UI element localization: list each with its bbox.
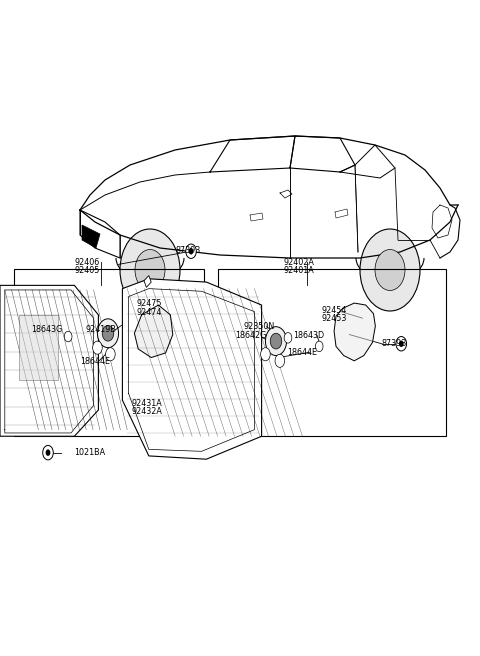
- Polygon shape: [19, 315, 58, 380]
- Circle shape: [275, 354, 285, 367]
- Circle shape: [186, 244, 196, 258]
- Text: 92454: 92454: [322, 306, 347, 315]
- Circle shape: [97, 319, 119, 348]
- Text: 92432A: 92432A: [132, 407, 163, 417]
- Text: 18644E: 18644E: [81, 357, 110, 366]
- Text: 1021BA: 1021BA: [74, 448, 106, 457]
- Text: 92419B: 92419B: [85, 325, 116, 335]
- Circle shape: [375, 249, 405, 291]
- Text: 92406: 92406: [74, 258, 100, 267]
- Circle shape: [135, 249, 165, 291]
- Circle shape: [120, 229, 180, 311]
- Circle shape: [284, 333, 292, 343]
- Circle shape: [270, 333, 282, 349]
- Text: 92431A: 92431A: [132, 399, 163, 408]
- Polygon shape: [334, 303, 375, 361]
- Text: 92405: 92405: [74, 266, 100, 276]
- Polygon shape: [82, 225, 100, 248]
- Text: 92453: 92453: [322, 314, 347, 323]
- Bar: [218, 269, 446, 436]
- Polygon shape: [88, 236, 96, 241]
- Text: 92475: 92475: [137, 299, 162, 308]
- Text: 18644E: 18644E: [287, 348, 317, 357]
- Text: 92350N: 92350N: [244, 322, 275, 331]
- Circle shape: [102, 325, 114, 341]
- Text: 18642G: 18642G: [235, 331, 266, 340]
- Text: 92474: 92474: [137, 308, 162, 317]
- Circle shape: [64, 331, 72, 342]
- Circle shape: [93, 341, 102, 354]
- Circle shape: [189, 248, 193, 255]
- Polygon shape: [122, 279, 262, 459]
- Circle shape: [399, 340, 404, 347]
- Circle shape: [396, 337, 407, 351]
- Polygon shape: [0, 285, 98, 436]
- Polygon shape: [144, 276, 151, 287]
- Text: 18643G: 18643G: [31, 325, 62, 335]
- Circle shape: [43, 445, 53, 460]
- Circle shape: [315, 341, 323, 352]
- Circle shape: [46, 449, 50, 456]
- Text: 87393: 87393: [382, 339, 407, 348]
- Circle shape: [265, 327, 287, 356]
- Text: 92401A: 92401A: [283, 266, 314, 276]
- Bar: [14, 269, 204, 436]
- Text: 92402A: 92402A: [283, 258, 314, 267]
- Circle shape: [360, 229, 420, 311]
- Circle shape: [261, 348, 270, 361]
- Polygon shape: [134, 305, 173, 358]
- Circle shape: [106, 348, 115, 361]
- Text: 18643D: 18643D: [293, 331, 324, 340]
- Text: 87393: 87393: [175, 246, 201, 255]
